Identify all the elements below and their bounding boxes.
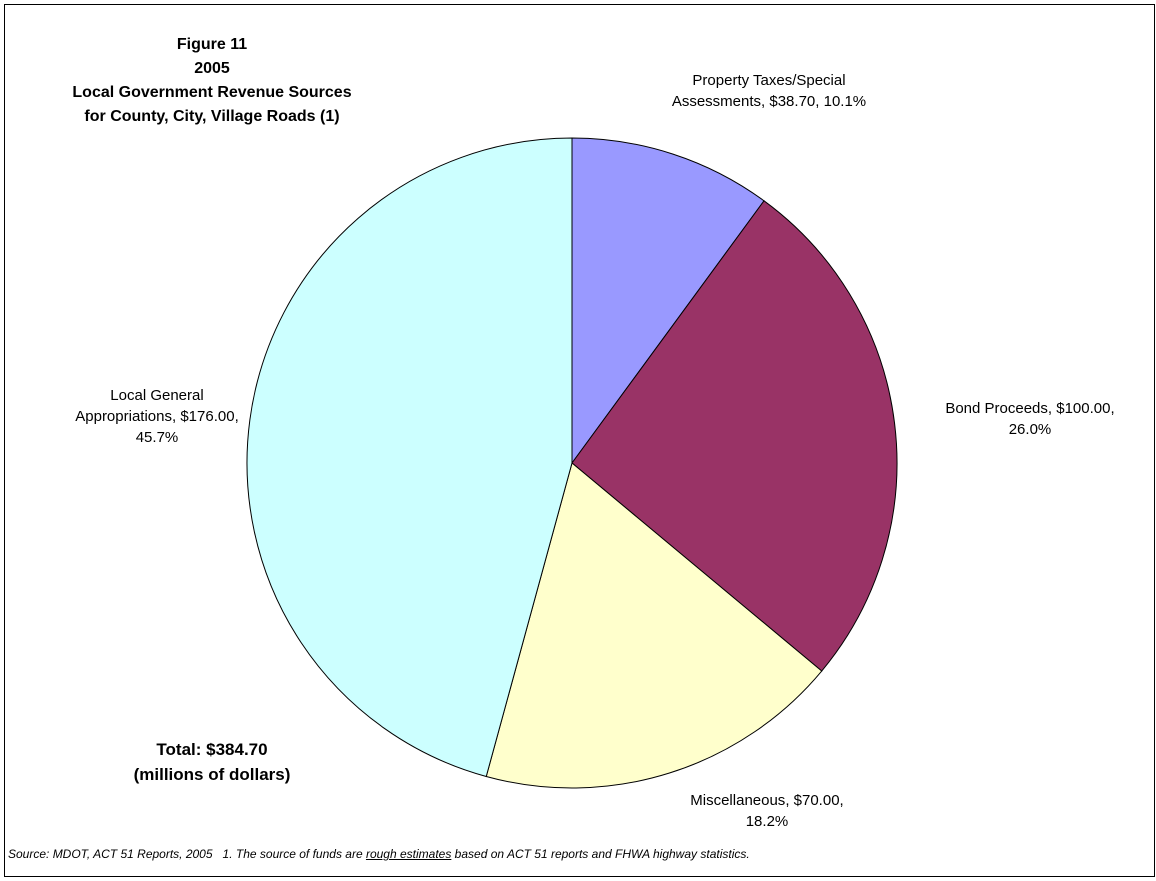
label-separator: ,: [234, 408, 239, 425]
slice-label: Local General Appropriations, $176.00, 4…: [62, 385, 252, 448]
label-value: $100.00: [1056, 400, 1111, 417]
label-name: Local General Appropriations: [75, 387, 204, 425]
slice-label: Property Taxes/Special Assessments, $38.…: [664, 70, 874, 112]
label-value: $176.00: [180, 408, 235, 425]
label-separator: ,: [785, 792, 794, 809]
total-block: Total: $384.70 (millions of dollars): [12, 737, 412, 787]
title-line: 2005: [194, 60, 230, 77]
chart-frame: [4, 4, 1155, 877]
footnote-underlined: rough estimates: [365, 847, 452, 861]
slice-label: Bond Proceeds, $100.00, 26.0%: [930, 398, 1130, 440]
label-value: $38.70: [769, 93, 816, 110]
label-separator: ,: [761, 93, 770, 110]
footnote-text: Source: MDOT, ACT 51 Reports, 2005 1. Th…: [8, 847, 366, 861]
label-percent: 26.0%: [1008, 421, 1052, 438]
title-line: Local Government Revenue Sources: [72, 84, 352, 101]
label-separator: ,: [1110, 400, 1115, 417]
pie-slice: [246, 137, 573, 778]
label-name: Miscellaneous: [690, 792, 786, 809]
title-line: Figure 11: [176, 36, 248, 53]
label-separator: ,: [1047, 400, 1057, 417]
pie-slice: [571, 200, 898, 672]
label-name: Bond Proceeds: [945, 400, 1048, 417]
label-separator: ,: [171, 408, 181, 425]
label-value: $70.00: [793, 792, 840, 809]
pie-slice: [485, 462, 823, 789]
label-percent: 10.1%: [823, 93, 867, 110]
label-percent: 45.7%: [135, 429, 179, 446]
footnote: Source: MDOT, ACT 51 Reports, 2005 1. Th…: [8, 847, 750, 861]
slice-label: Miscellaneous, $70.00, 18.2%: [672, 790, 862, 832]
label-name: Property Taxes/Special Assessments: [671, 72, 846, 110]
pie-slice: [571, 137, 765, 465]
label-percent: 18.2%: [745, 813, 789, 830]
annotation: Total: $384.70: [156, 740, 268, 759]
footnote-text: based on ACT 51 reports and FHWA highway…: [451, 847, 750, 861]
annotation: (millions of dollars): [133, 765, 291, 784]
label-separator: ,: [815, 93, 824, 110]
label-separator: ,: [839, 792, 844, 809]
title-block: Figure 11 2005 Local Government Revenue …: [12, 33, 412, 129]
title-line: for County, City, Village Roads (1): [84, 108, 340, 125]
